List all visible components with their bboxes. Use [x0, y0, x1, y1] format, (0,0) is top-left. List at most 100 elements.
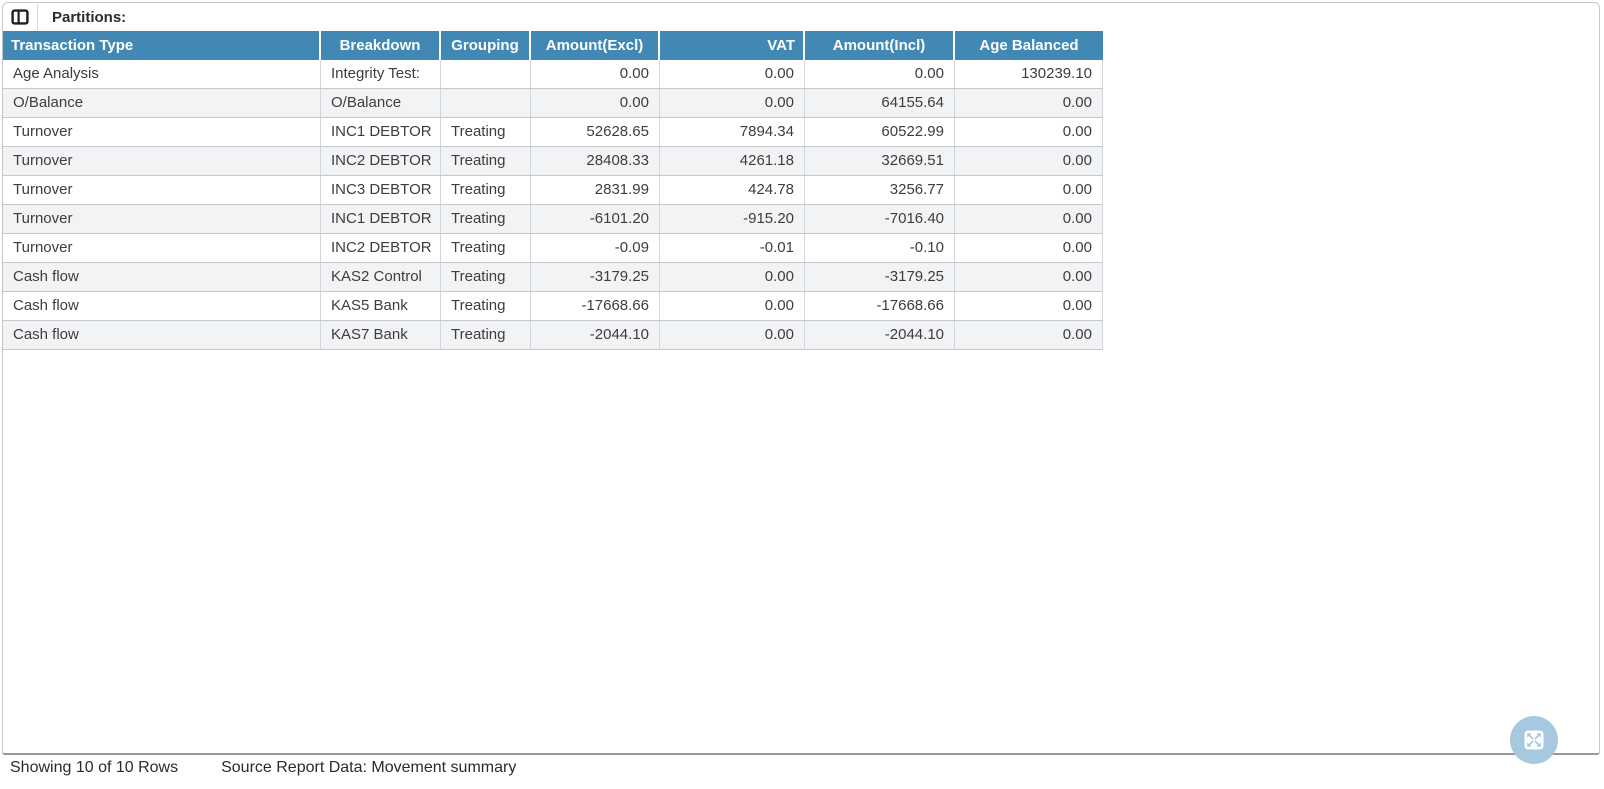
table-row[interactable]: Turnover INC3 DEBTOR Treating 2831.99 424.78…	[3, 176, 1103, 205]
cell-transaction_type: Cash flow	[3, 321, 321, 349]
cell-breakdown: KAS7 Bank	[321, 321, 441, 349]
status-bar: Showing 10 of 10 Rows Source Report Data:…	[10, 759, 516, 777]
cell-breakdown: INC2 DEBTOR	[321, 147, 441, 175]
cell-grouping: Treating	[441, 118, 531, 146]
cell-amount_incl: -17668.66	[805, 292, 955, 320]
table-row[interactable]: Cash flow KAS7 Bank Treating -2044.10 0.00 -2…	[3, 321, 1103, 350]
cell-breakdown: KAS5 Bank	[321, 292, 441, 320]
cell-vat: 4261.18	[660, 147, 805, 175]
expand-arrows-icon	[1524, 730, 1544, 750]
cell-age_balanced: 0.00	[955, 263, 1103, 291]
cell-amount_incl: -0.10	[805, 234, 955, 262]
cell-amount_excl: 28408.33	[531, 147, 660, 175]
cell-breakdown: INC1 DEBTOR	[321, 118, 441, 146]
columns-partition-icon	[11, 9, 29, 25]
cell-amount_excl: 2831.99	[531, 176, 660, 204]
cell-amount_excl: -3179.25	[531, 263, 660, 291]
cell-vat: 0.00	[660, 263, 805, 291]
partitions-table: Transaction Type Breakdown Grouping Amount(…	[3, 31, 1103, 350]
cell-transaction_type: Turnover	[3, 234, 321, 262]
cell-age_balanced: 0.00	[955, 89, 1103, 117]
cell-grouping: Treating	[441, 147, 531, 175]
cell-grouping	[441, 60, 531, 88]
table-row[interactable]: O/Balance O/Balance 0.00 0.00 64155.64 0.00	[3, 89, 1103, 118]
table-row[interactable]: Cash flow KAS5 Bank Treating -17668.66 0.00-…	[3, 292, 1103, 321]
cell-transaction_type: O/Balance	[3, 89, 321, 117]
cell-amount_excl: -0.09	[531, 234, 660, 262]
table-row[interactable]: Turnover INC2 DEBTOR Treating -0.09 -0.01 -0.…	[3, 234, 1103, 263]
toolbar-divider	[37, 4, 38, 30]
cell-transaction_type: Age Analysis	[3, 60, 321, 88]
cell-amount_incl: 0.00	[805, 60, 955, 88]
cell-amount_incl: -2044.10	[805, 321, 955, 349]
cell-vat: 0.00	[660, 292, 805, 320]
panel-toolbar: Partitions:	[3, 3, 1599, 31]
cell-breakdown: INC3 DEBTOR	[321, 176, 441, 204]
cell-grouping: Treating	[441, 234, 531, 262]
table-row[interactable]: Turnover INC1 DEBTOR Treating 52628.65 7894.…	[3, 118, 1103, 147]
column-header-breakdown[interactable]: Breakdown	[321, 31, 441, 60]
cell-grouping: Treating	[441, 292, 531, 320]
source-report-label: Source Report Data: Movement summary	[221, 759, 517, 776]
cell-transaction_type: Turnover	[3, 147, 321, 175]
column-header-grouping[interactable]: Grouping	[441, 31, 531, 60]
cell-breakdown: INC1 DEBTOR	[321, 205, 441, 233]
cell-transaction_type: Cash flow	[3, 292, 321, 320]
table-row[interactable]: Cash flow KAS2 Control Treating -3179.25 0.0…	[3, 263, 1103, 292]
cell-vat: 424.78	[660, 176, 805, 204]
table-header-row: Transaction Type Breakdown Grouping Amount(…	[3, 31, 1103, 60]
expand-button[interactable]	[1510, 716, 1558, 764]
column-header-transaction_type[interactable]: Transaction Type	[3, 31, 321, 60]
cell-breakdown: INC2 DEBTOR	[321, 234, 441, 262]
table-row[interactable]: Turnover INC1 DEBTOR Treating -6101.20 -915.…	[3, 205, 1103, 234]
table-row[interactable]: Age Analysis Integrity Test: 0.00 0.00 0.00 1…	[3, 60, 1103, 89]
partitions-panel: Partitions: Transaction Type Breakdown Gro…	[2, 2, 1600, 755]
cell-transaction_type: Turnover	[3, 118, 321, 146]
cell-age_balanced: 130239.10	[955, 60, 1103, 88]
cell-vat: 7894.34	[660, 118, 805, 146]
cell-amount_incl: 64155.64	[805, 89, 955, 117]
partition-layout-button[interactable]	[3, 4, 37, 31]
cell-vat: 0.00	[660, 89, 805, 117]
cell-amount_excl: 0.00	[531, 89, 660, 117]
cell-age_balanced: 0.00	[955, 147, 1103, 175]
column-header-amount_excl[interactable]: Amount(Excl)	[531, 31, 660, 60]
cell-age_balanced: 0.00	[955, 292, 1103, 320]
cell-transaction_type: Turnover	[3, 205, 321, 233]
cell-breakdown: Integrity Test:	[321, 60, 441, 88]
cell-transaction_type: Turnover	[3, 176, 321, 204]
panel-title: Partitions:	[52, 8, 127, 26]
cell-breakdown: KAS2 Control	[321, 263, 441, 291]
cell-age_balanced: 0.00	[955, 118, 1103, 146]
cell-vat: 0.00	[660, 60, 805, 88]
cell-breakdown: O/Balance	[321, 89, 441, 117]
column-header-amount_incl[interactable]: Amount(Incl)	[805, 31, 955, 60]
cell-grouping: Treating	[441, 321, 531, 349]
column-header-age_balanced[interactable]: Age Balanced	[979, 37, 1079, 54]
cell-grouping	[441, 89, 531, 117]
cell-amount_excl: 52628.65	[531, 118, 660, 146]
column-header-vat[interactable]: VAT	[660, 31, 805, 60]
cell-age_balanced: 0.00	[955, 176, 1103, 204]
cell-amount_incl: 60522.99	[805, 118, 955, 146]
cell-amount_excl: -17668.66	[531, 292, 660, 320]
cell-amount_incl: 3256.77	[805, 176, 955, 204]
cell-age_balanced: 0.00	[955, 205, 1103, 233]
cell-age_balanced: 0.00	[955, 234, 1103, 262]
cell-amount_excl: 0.00	[531, 60, 660, 88]
cell-age_balanced: 0.00	[955, 321, 1103, 349]
cell-grouping: Treating	[441, 205, 531, 233]
cell-vat: -915.20	[660, 205, 805, 233]
cell-amount_excl: -6101.20	[531, 205, 660, 233]
cell-grouping: Treating	[441, 176, 531, 204]
table-body: Age Analysis Integrity Test: 0.00 0.00 0.00 1…	[3, 60, 1103, 350]
cell-grouping: Treating	[441, 263, 531, 291]
cell-amount_incl: -7016.40	[805, 205, 955, 233]
table-row[interactable]: Turnover INC2 DEBTOR Treating 28408.33 4261.…	[3, 147, 1103, 176]
cell-amount_incl: -3179.25	[805, 263, 955, 291]
cell-vat: 0.00	[660, 321, 805, 349]
cell-vat: -0.01	[660, 234, 805, 262]
cell-transaction_type: Cash flow	[3, 263, 321, 291]
row-count-status: Showing 10 of 10 Rows	[10, 759, 179, 776]
cell-amount_excl: -2044.10	[531, 321, 660, 349]
